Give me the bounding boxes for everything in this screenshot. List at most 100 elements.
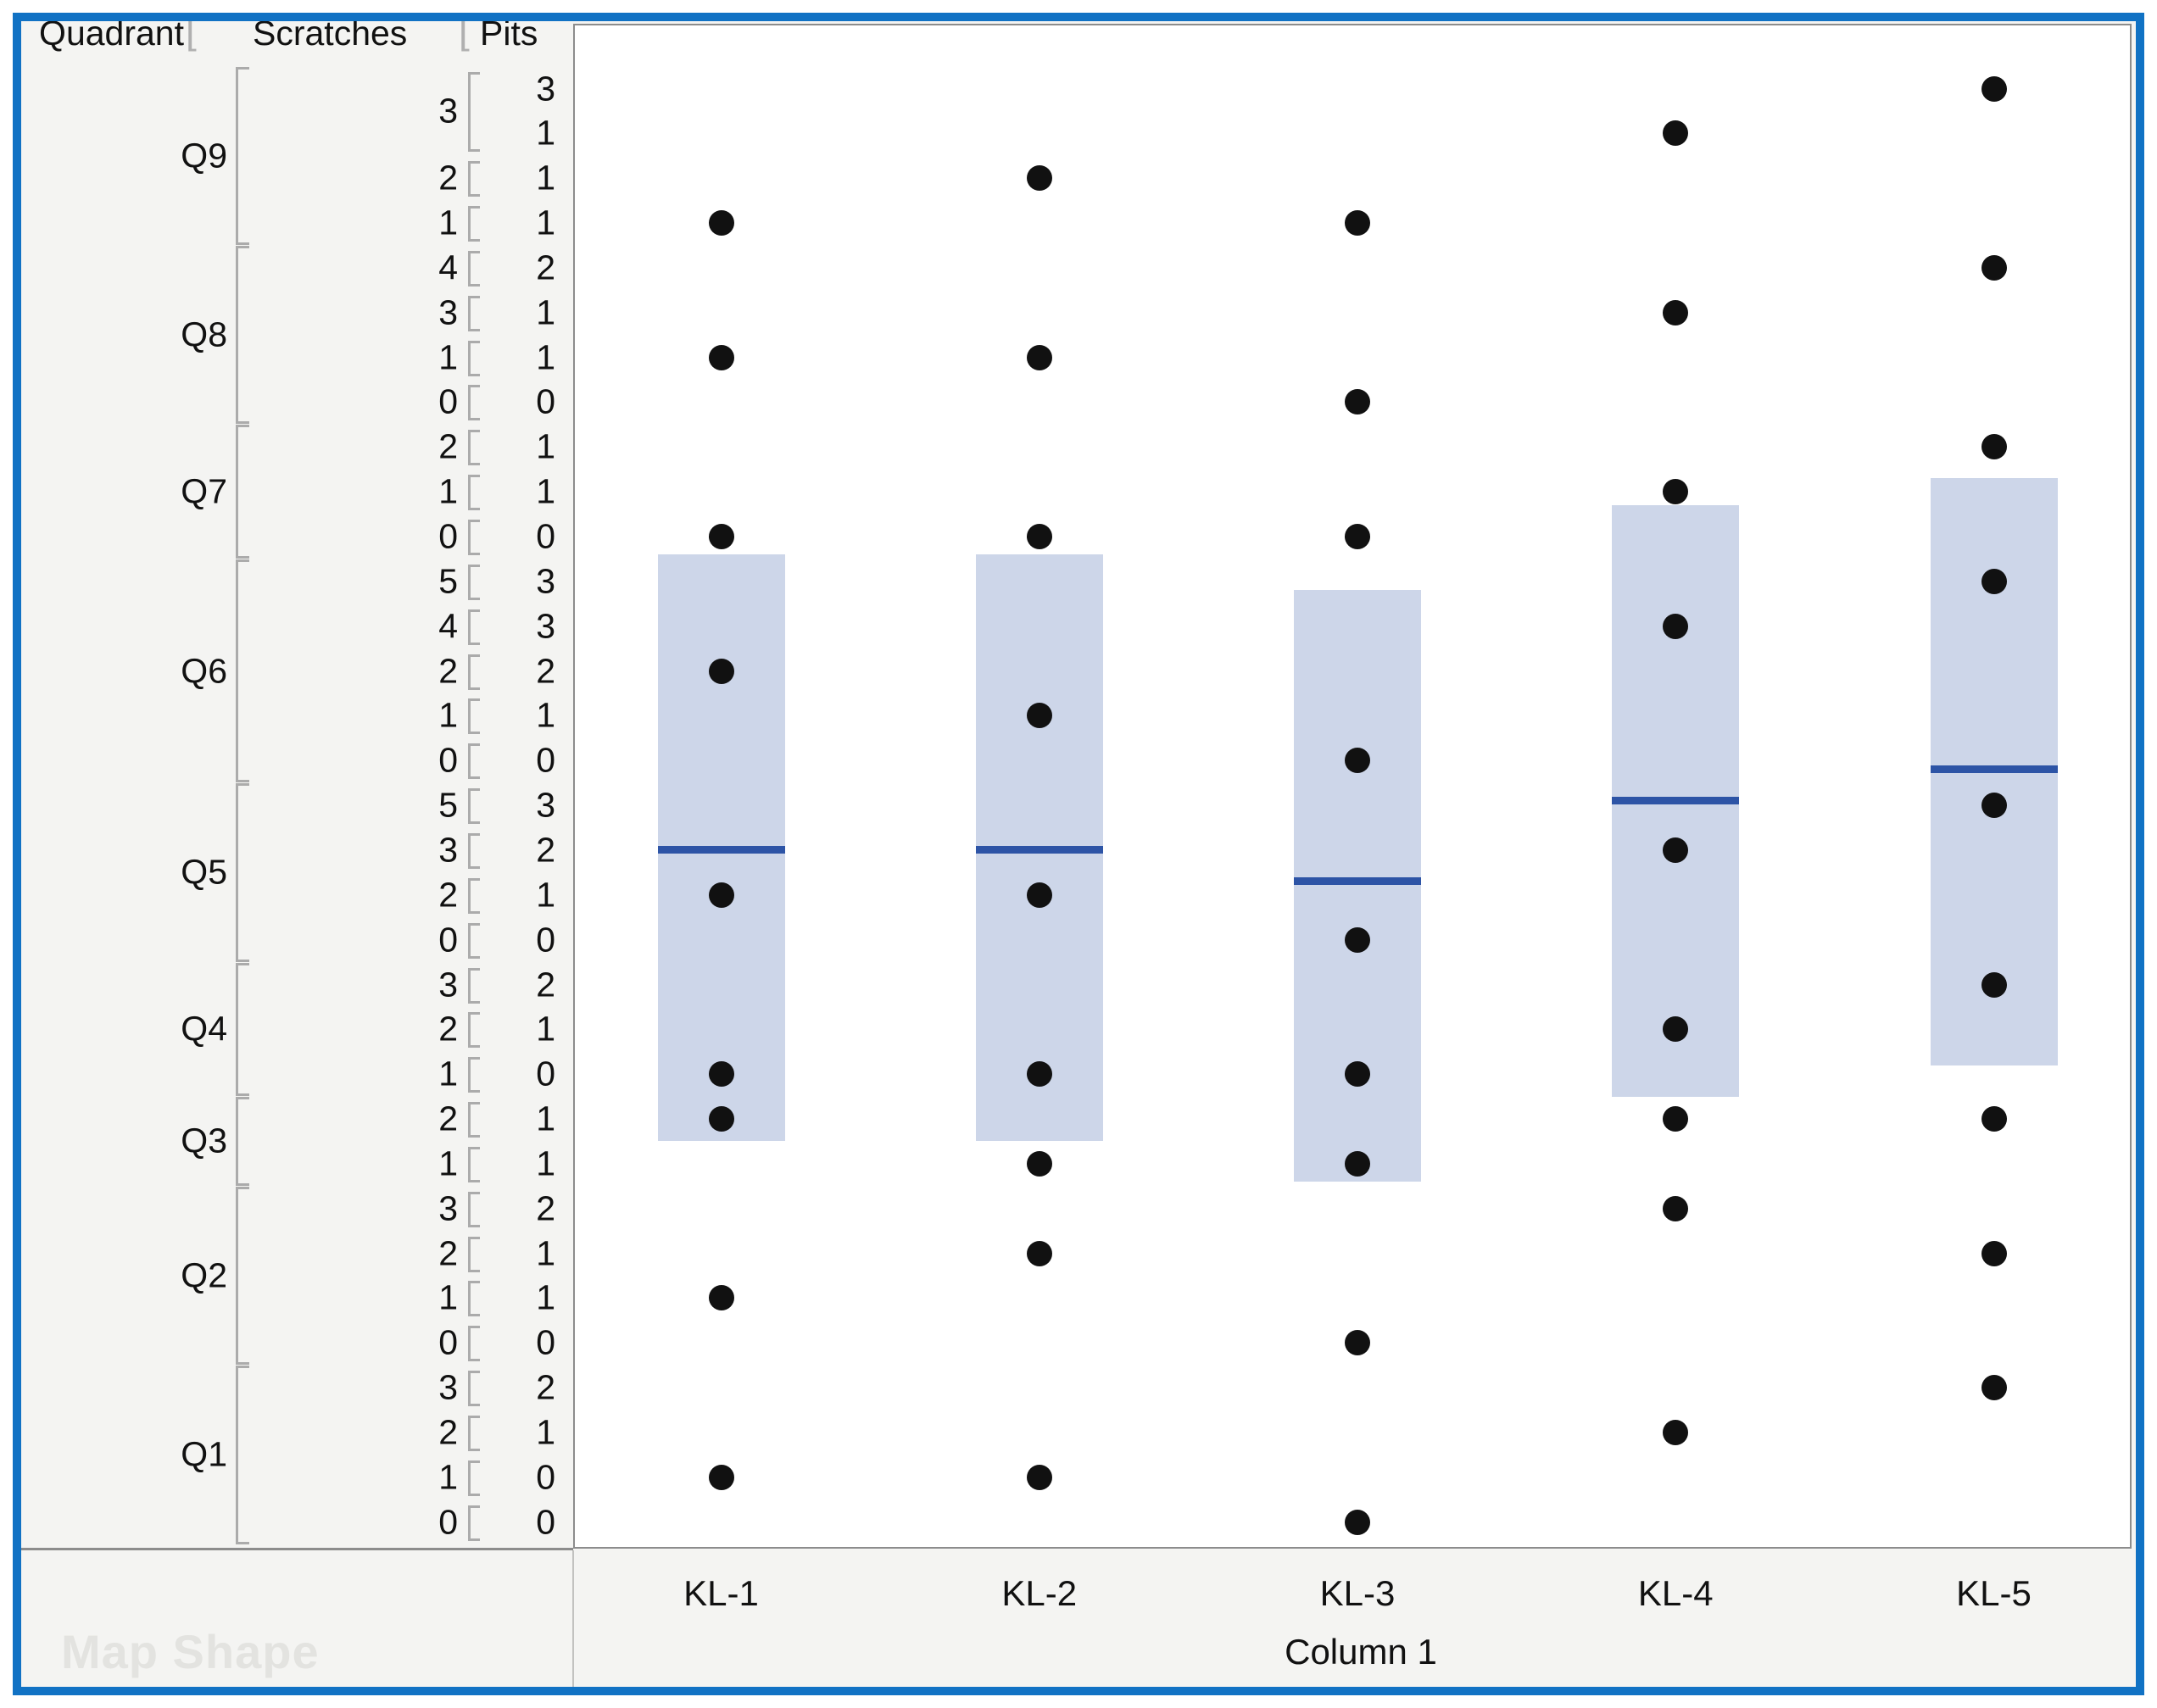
scratches-value[interactable]: 2 [438,158,458,198]
pits-value[interactable]: 1 [536,875,555,915]
x-tick-label[interactable]: KL-1 [683,1573,759,1613]
scratches-value[interactable]: 4 [438,606,458,646]
pits-value[interactable]: 0 [536,740,555,780]
pits-value[interactable]: 1 [536,1143,555,1183]
data-point[interactable] [1981,1375,2007,1401]
scratches-value[interactable]: 5 [438,785,458,825]
pits-value[interactable]: 1 [536,1009,555,1049]
quadrant-label[interactable]: Q7 [181,471,227,511]
scratches-value[interactable]: 1 [438,203,458,242]
scratches-value[interactable]: 0 [438,1502,458,1542]
pits-value[interactable]: 1 [536,292,555,332]
data-point[interactable] [708,1464,734,1490]
scratches-value[interactable]: 1 [438,1277,458,1317]
data-point[interactable] [1345,1150,1370,1177]
data-point[interactable] [1026,882,1052,908]
pits-value[interactable]: 1 [536,1412,555,1452]
data-point[interactable] [1026,344,1052,370]
data-point[interactable] [1663,1420,1689,1445]
data-point[interactable] [1663,299,1689,325]
pits-value[interactable]: 2 [536,1188,555,1228]
quadrant-label[interactable]: Q4 [181,1009,227,1049]
scratches-value[interactable]: 2 [438,1412,458,1452]
scratches-value[interactable]: 2 [438,1099,458,1138]
y-axis-header-scratches[interactable]: Scratches [253,14,408,53]
data-point[interactable] [708,658,734,684]
pits-value[interactable]: 1 [536,695,555,735]
x-tick-label[interactable]: KL-3 [1319,1573,1396,1613]
data-point[interactable] [1663,479,1689,505]
pits-value[interactable]: 1 [536,203,555,242]
data-point[interactable] [1663,1016,1689,1043]
data-point[interactable] [1981,971,2007,998]
x-tick-label[interactable]: KL-4 [1637,1573,1714,1613]
scratches-value[interactable]: 2 [438,875,458,915]
data-point[interactable] [1026,1240,1052,1266]
scratches-value[interactable]: 2 [438,1009,458,1049]
data-point[interactable] [1345,210,1370,236]
scratches-value[interactable]: 1 [438,471,458,511]
pits-value[interactable]: 1 [536,471,555,511]
quadrant-label[interactable]: Q8 [181,314,227,354]
pits-value[interactable]: 1 [536,158,555,198]
pits-value[interactable]: 0 [536,516,555,556]
scratches-value[interactable]: 5 [438,561,458,601]
y-axis-header-pits[interactable]: Pits [480,14,538,53]
data-point[interactable] [1026,524,1052,549]
pits-value[interactable]: 1 [536,337,555,377]
data-point[interactable] [1981,793,2007,819]
data-point[interactable] [1345,748,1370,774]
pits-value[interactable]: 0 [536,1457,555,1497]
data-point[interactable] [708,524,734,549]
scratches-value[interactable]: 4 [438,248,458,287]
quadrant-label[interactable]: Q5 [181,852,227,892]
pits-value[interactable]: 2 [536,248,555,287]
scratches-value[interactable]: 3 [438,830,458,870]
scratches-value[interactable]: 0 [438,740,458,780]
pits-value[interactable]: 2 [536,830,555,870]
scratches-value[interactable]: 3 [438,292,458,332]
data-point[interactable] [1981,568,2007,594]
scratches-value[interactable]: 2 [438,426,458,466]
data-point[interactable] [708,1061,734,1088]
quadrant-label[interactable]: Q1 [181,1434,227,1474]
quadrant-label[interactable]: Q2 [181,1255,227,1295]
data-point[interactable] [708,882,734,908]
data-point[interactable] [1663,1195,1689,1221]
scratches-value[interactable]: 3 [438,1367,458,1407]
pits-value[interactable]: 0 [536,1322,555,1362]
pits-value[interactable]: 1 [536,1233,555,1273]
scratches-value[interactable]: 0 [438,381,458,421]
x-axis-title[interactable]: Column 1 [1285,1632,1437,1672]
data-point[interactable] [708,344,734,370]
scratches-value[interactable]: 2 [438,1233,458,1273]
pits-value[interactable]: 3 [536,69,555,108]
scratches-value[interactable]: 1 [438,1143,458,1183]
pits-value[interactable]: 2 [536,1367,555,1407]
data-point[interactable] [1345,926,1370,953]
pits-value[interactable]: 2 [536,965,555,1004]
scratches-value[interactable]: 1 [438,1054,458,1093]
data-point[interactable] [1345,1509,1370,1535]
data-point[interactable] [1981,1106,2007,1132]
data-point[interactable] [1981,1240,2007,1266]
scratches-value[interactable]: 1 [438,1457,458,1497]
data-point[interactable] [1026,703,1052,729]
x-tick-label[interactable]: KL-2 [1001,1573,1078,1613]
data-point[interactable] [1026,165,1052,192]
data-point[interactable] [1663,1106,1689,1132]
data-point[interactable] [1663,613,1689,639]
data-point[interactable] [1663,837,1689,863]
scratches-value[interactable]: 3 [438,1188,458,1228]
pits-value[interactable]: 1 [536,113,555,153]
data-point[interactable] [1345,524,1370,549]
pits-value[interactable]: 1 [536,426,555,466]
data-point[interactable] [1345,1061,1370,1088]
data-point[interactable] [708,1106,734,1132]
data-point[interactable] [1345,389,1370,415]
data-point[interactable] [1026,1150,1052,1177]
data-point[interactable] [1026,1464,1052,1490]
x-tick-label[interactable]: KL-5 [1956,1573,2032,1613]
pits-value[interactable]: 1 [536,1277,555,1317]
data-point[interactable] [708,210,734,236]
